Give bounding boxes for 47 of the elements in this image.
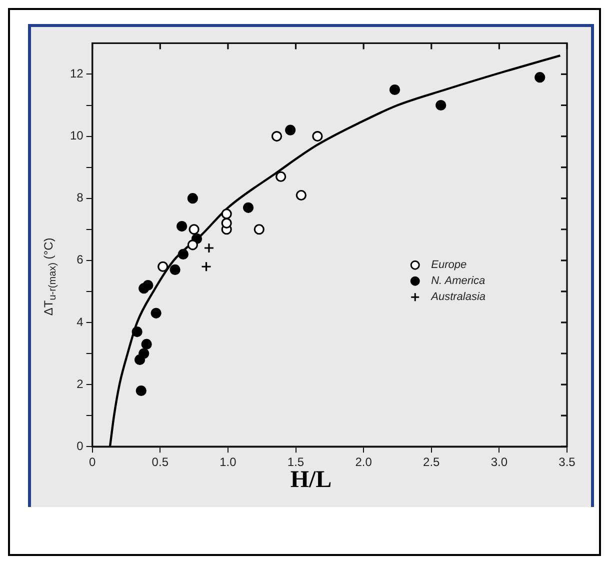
x-tick-label: 2.5 — [423, 455, 440, 470]
y-tick-label: 2 — [76, 376, 84, 391]
point — [170, 264, 180, 276]
x-tick-label: 0 — [89, 455, 96, 470]
y-tick-label: 12 — [70, 66, 84, 81]
point — [285, 124, 296, 136]
point — [187, 240, 198, 250]
x-tick-label: 0.5 — [152, 455, 169, 470]
point — [187, 193, 198, 204]
point — [136, 385, 146, 396]
y-tick-label: 8 — [76, 190, 84, 205]
x-tick-label: 3.0 — [490, 455, 508, 470]
y-tick-label: 0 — [76, 438, 84, 453]
legend-label: N. America — [431, 275, 486, 288]
y-tick-label: 4 — [76, 314, 84, 329]
point — [243, 202, 254, 213]
point — [176, 220, 188, 232]
point — [221, 218, 232, 228]
point — [312, 130, 323, 142]
point — [134, 354, 146, 366]
point — [188, 224, 200, 235]
y-tick-label: 10 — [70, 128, 84, 143]
point — [436, 100, 446, 111]
point — [221, 208, 232, 220]
point — [150, 308, 162, 318]
point — [132, 326, 142, 338]
point — [200, 261, 212, 272]
x-tick-label: 1.0 — [220, 455, 237, 470]
point — [254, 224, 264, 235]
legend-label: Europe — [431, 259, 467, 272]
point — [138, 283, 150, 294]
x-tick-label: 2.0 — [355, 455, 372, 470]
y-tick-label: 6 — [76, 252, 84, 267]
x-tick-label: 1.5 — [287, 455, 304, 470]
point — [158, 261, 168, 272]
point — [276, 171, 286, 182]
point — [178, 248, 189, 260]
point — [141, 338, 152, 350]
point — [271, 130, 282, 142]
point — [296, 190, 306, 201]
line-series — [108, 54, 562, 447]
legend-label: Australasia — [430, 291, 486, 304]
point — [534, 72, 546, 83]
x-axis-title: H/L — [290, 467, 332, 493]
x-tick-label: 3.5 — [558, 455, 576, 470]
point — [389, 84, 400, 96]
point — [204, 242, 214, 254]
